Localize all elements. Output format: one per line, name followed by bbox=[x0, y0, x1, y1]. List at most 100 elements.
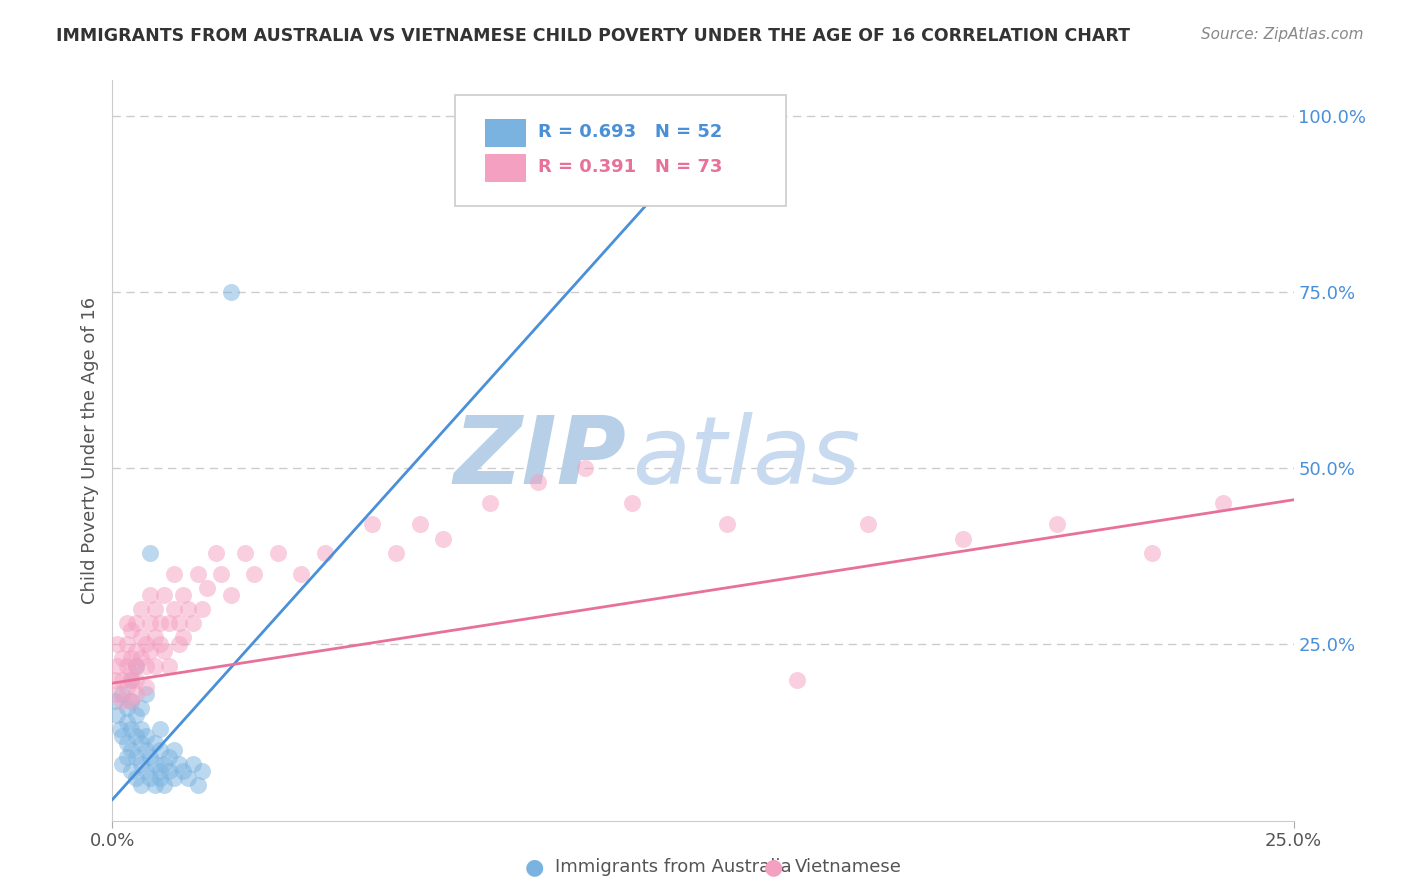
Point bbox=[186, 566, 208, 581]
Point bbox=[115, 616, 138, 631]
Text: Immigrants from Australia: Immigrants from Australia bbox=[555, 858, 792, 876]
Point bbox=[139, 616, 162, 631]
Point bbox=[139, 588, 162, 602]
Point bbox=[104, 673, 127, 687]
Point bbox=[163, 743, 186, 757]
Text: ●: ● bbox=[524, 857, 544, 877]
Point bbox=[104, 694, 127, 708]
Point bbox=[177, 772, 200, 786]
Point bbox=[157, 616, 180, 631]
Point bbox=[143, 630, 166, 644]
Point bbox=[149, 764, 172, 779]
Point bbox=[129, 736, 152, 750]
Point bbox=[172, 764, 194, 779]
Point bbox=[129, 651, 152, 665]
Point bbox=[105, 687, 128, 701]
Point bbox=[135, 729, 157, 743]
Point bbox=[786, 673, 808, 687]
Point bbox=[120, 651, 142, 665]
Point bbox=[125, 750, 148, 764]
Point bbox=[233, 546, 256, 560]
Point bbox=[125, 658, 148, 673]
Point bbox=[209, 566, 232, 581]
Point bbox=[125, 729, 148, 743]
Point bbox=[120, 624, 142, 638]
Point bbox=[219, 285, 242, 299]
Point bbox=[143, 736, 166, 750]
Point bbox=[149, 772, 172, 786]
Point bbox=[149, 722, 172, 736]
Text: R = 0.693   N = 52: R = 0.693 N = 52 bbox=[537, 123, 723, 141]
Text: Vietnamese: Vietnamese bbox=[794, 858, 901, 876]
Point bbox=[408, 517, 430, 532]
Point bbox=[111, 651, 134, 665]
Point bbox=[135, 680, 157, 694]
Point bbox=[157, 764, 180, 779]
Point bbox=[120, 673, 142, 687]
Text: R = 0.391   N = 73: R = 0.391 N = 73 bbox=[537, 158, 723, 176]
Point bbox=[108, 722, 131, 736]
Point bbox=[172, 588, 194, 602]
Point bbox=[125, 707, 148, 722]
Point bbox=[243, 566, 266, 581]
Point bbox=[129, 757, 152, 772]
Point bbox=[129, 630, 152, 644]
Text: ●: ● bbox=[763, 857, 783, 877]
Point bbox=[314, 546, 336, 560]
Text: Source: ZipAtlas.com: Source: ZipAtlas.com bbox=[1201, 27, 1364, 42]
Point bbox=[135, 658, 157, 673]
Point bbox=[574, 461, 596, 475]
Point bbox=[105, 658, 128, 673]
Point bbox=[153, 644, 176, 658]
Point bbox=[139, 750, 162, 764]
Point bbox=[125, 673, 148, 687]
Point bbox=[167, 637, 190, 651]
Point bbox=[157, 658, 180, 673]
Point bbox=[432, 532, 454, 546]
Point bbox=[361, 517, 384, 532]
Point bbox=[1140, 546, 1163, 560]
Point bbox=[139, 546, 162, 560]
Point bbox=[290, 566, 312, 581]
Point bbox=[621, 496, 644, 510]
Point bbox=[163, 772, 186, 786]
Bar bbox=[485, 119, 526, 147]
Text: IMMIGRANTS FROM AUSTRALIA VS VIETNAMESE CHILD POVERTY UNDER THE AGE OF 16 CORREL: IMMIGRANTS FROM AUSTRALIA VS VIETNAMESE … bbox=[56, 27, 1130, 45]
Point bbox=[1212, 496, 1234, 510]
Point bbox=[125, 687, 148, 701]
Y-axis label: Child Poverty Under the Age of 16: Child Poverty Under the Age of 16 bbox=[80, 297, 98, 604]
Point bbox=[385, 546, 408, 560]
Point bbox=[153, 778, 176, 792]
Point bbox=[129, 602, 152, 616]
Point bbox=[135, 687, 157, 701]
Point bbox=[120, 694, 142, 708]
Point bbox=[105, 707, 128, 722]
Point bbox=[172, 630, 194, 644]
Point bbox=[111, 729, 134, 743]
Point bbox=[167, 757, 190, 772]
Point bbox=[129, 722, 152, 736]
Point bbox=[111, 694, 134, 708]
Point bbox=[125, 658, 148, 673]
Text: ZIP: ZIP bbox=[453, 412, 626, 504]
Point bbox=[139, 772, 162, 786]
Point bbox=[115, 736, 138, 750]
Point bbox=[716, 517, 738, 532]
Point bbox=[186, 778, 208, 792]
Point bbox=[177, 602, 200, 616]
Point bbox=[120, 665, 142, 680]
Point bbox=[135, 743, 157, 757]
Point bbox=[205, 546, 228, 560]
Point bbox=[952, 532, 974, 546]
Point bbox=[143, 757, 166, 772]
Point bbox=[143, 602, 166, 616]
Point bbox=[111, 687, 134, 701]
FancyBboxPatch shape bbox=[456, 95, 786, 206]
Point bbox=[149, 743, 172, 757]
Point bbox=[135, 637, 157, 651]
Point bbox=[115, 701, 138, 715]
Point bbox=[195, 581, 218, 595]
Point bbox=[143, 658, 166, 673]
Point bbox=[181, 757, 204, 772]
Point bbox=[479, 496, 502, 510]
